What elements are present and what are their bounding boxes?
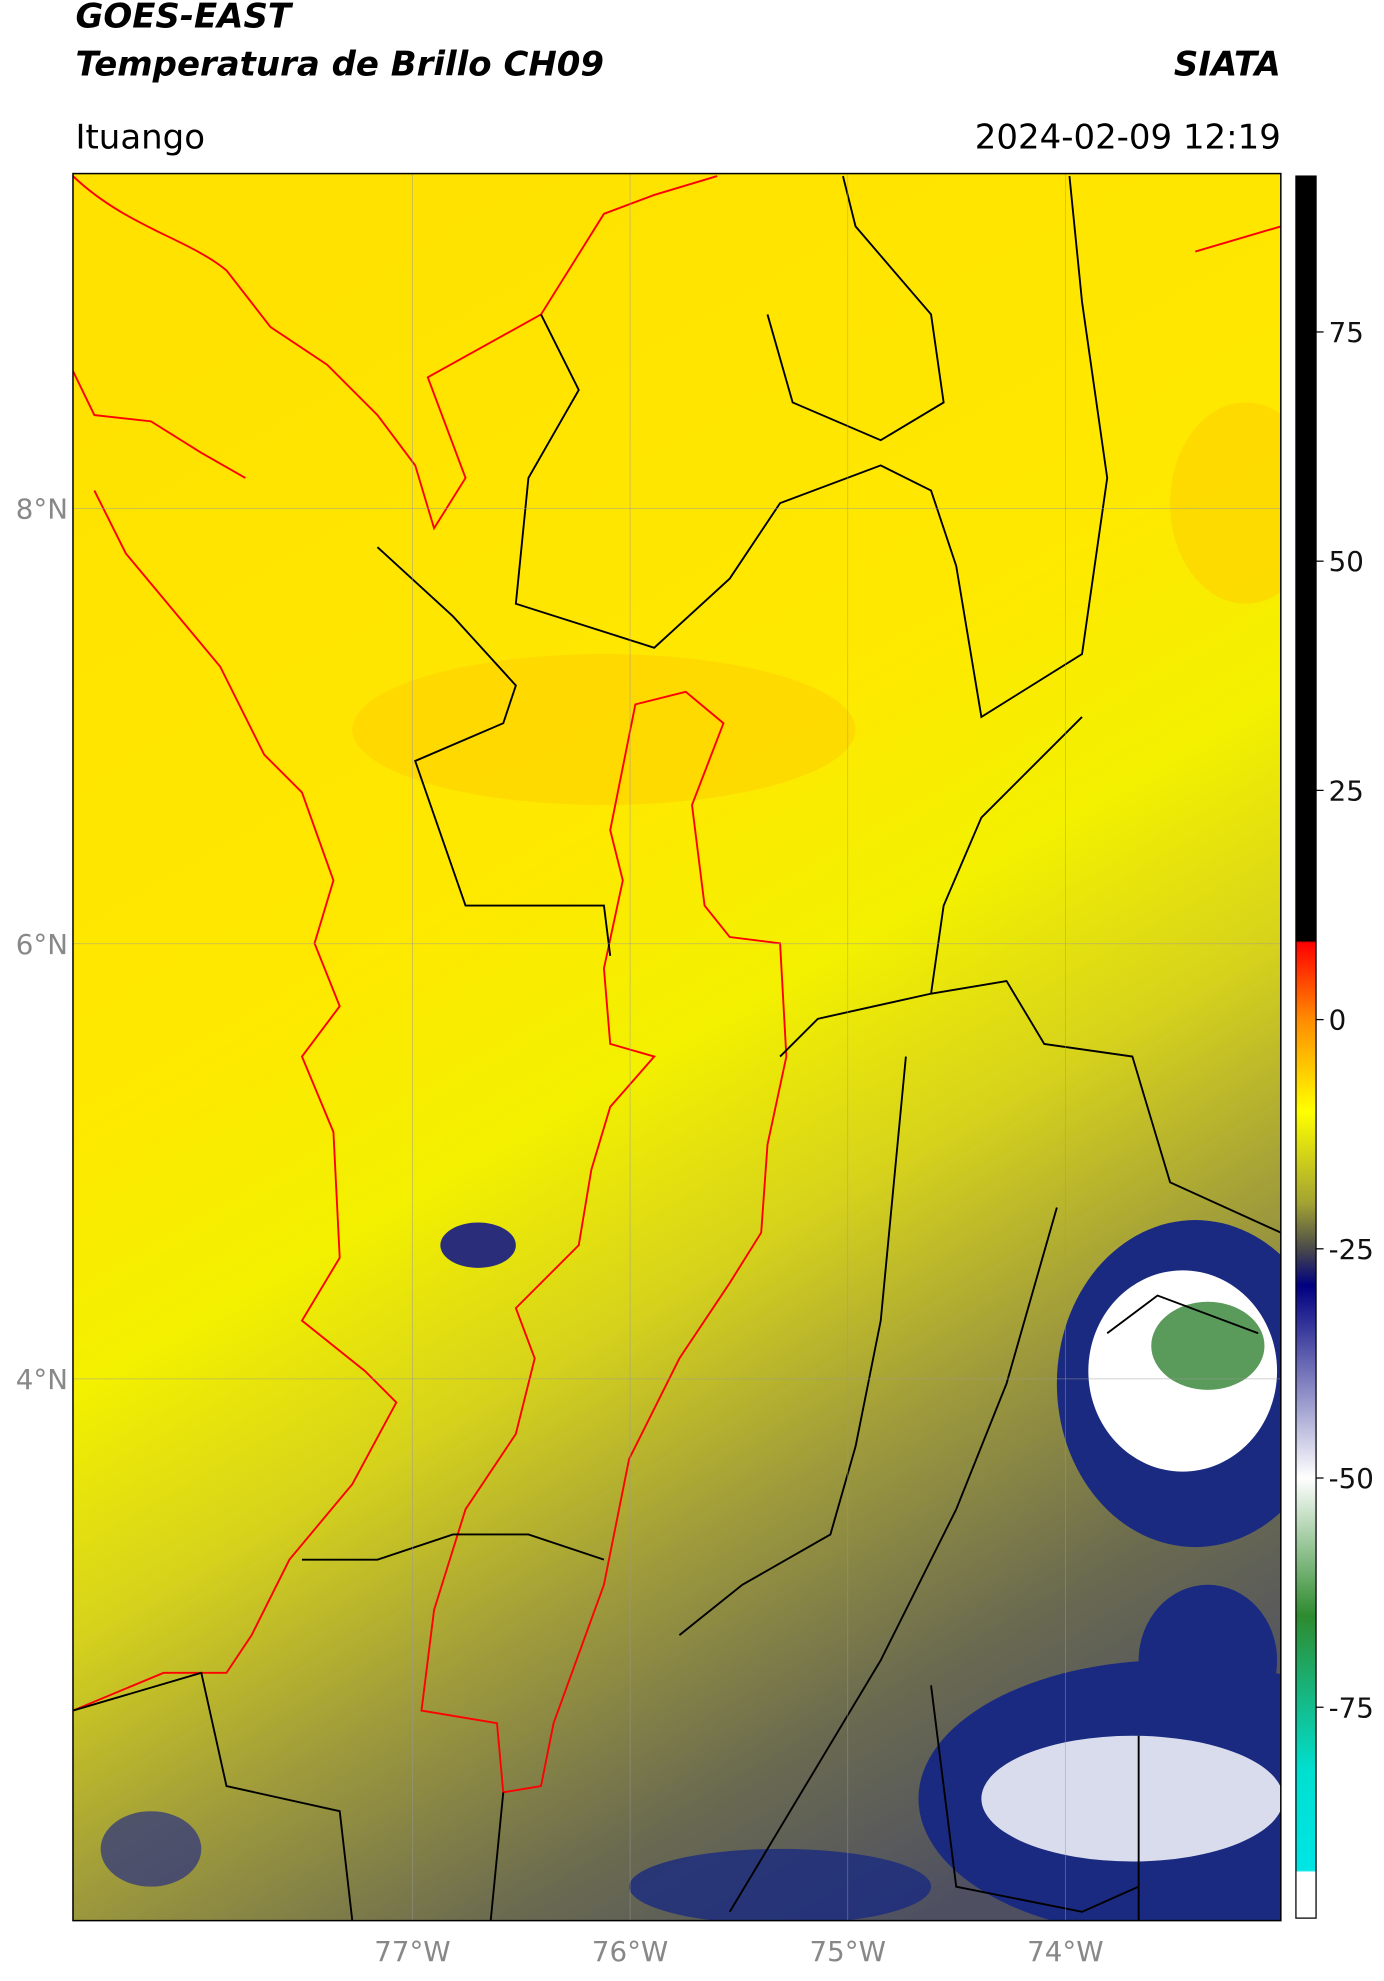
lon-tick-label: 77°W [374, 1935, 450, 1968]
colorbar-tick-label: 0 [1329, 1004, 1347, 1037]
location: Ituango [75, 117, 205, 157]
lat-tick-label: 8°N [16, 493, 68, 526]
map-background [72, 173, 1281, 1921]
agency: SIATA [1174, 44, 1281, 84]
coast-segment [72, 490, 398, 1712]
boundary [930, 980, 1281, 1234]
boundary [72, 1671, 354, 1921]
cloud [100, 1811, 202, 1887]
coast-segment [1195, 225, 1281, 253]
colorbar-tick-label: -50 [1329, 1462, 1374, 1495]
cloud-core [981, 1735, 1281, 1862]
boundary [514, 175, 1109, 719]
cloud [440, 1222, 516, 1268]
warm-area [352, 654, 856, 805]
colorbar-tick-label: -75 [1329, 1691, 1374, 1724]
cloud [1138, 1584, 1278, 1736]
colorbar-tick-label: 50 [1329, 545, 1364, 578]
boundary [728, 1207, 1058, 1913]
boundary [1106, 1294, 1259, 1335]
lat-tick-label: 6°N [16, 928, 68, 961]
lon-tick-label: 75°W [810, 1935, 886, 1968]
boundary [489, 1792, 505, 1921]
boundary [301, 1533, 605, 1561]
boundary [766, 175, 945, 442]
boundary [779, 716, 1083, 1058]
map-image [72, 173, 1281, 1921]
boundary [930, 1685, 1140, 1913]
graticule [72, 173, 1281, 1921]
lat-tick-label: 4°N [16, 1363, 68, 1396]
boundary [376, 546, 612, 957]
cloud [629, 1848, 932, 1921]
colorbar-tick-label: -25 [1329, 1233, 1374, 1266]
map-frame [72, 172, 1282, 1922]
datetime: 2024-02-09 12:19 [975, 117, 1281, 157]
title: GOES-EAST [75, 0, 293, 37]
colorbar-tick-label: 75 [1329, 316, 1364, 349]
coast-segment [72, 175, 718, 531]
lon-tick-label: 76°W [592, 1935, 668, 1968]
boundary [678, 1056, 907, 1636]
cloud-core [1151, 1301, 1265, 1390]
subtitle: Temperatura de Brillo CH09 [75, 44, 604, 84]
boundaries [72, 175, 1281, 1921]
lon-tick-label: 74°W [1027, 1935, 1103, 1968]
warm-area [1170, 402, 1281, 604]
coast-segment [72, 370, 246, 479]
colorbar-tick-label: 25 [1329, 774, 1364, 807]
colorbar [1295, 175, 1317, 1919]
